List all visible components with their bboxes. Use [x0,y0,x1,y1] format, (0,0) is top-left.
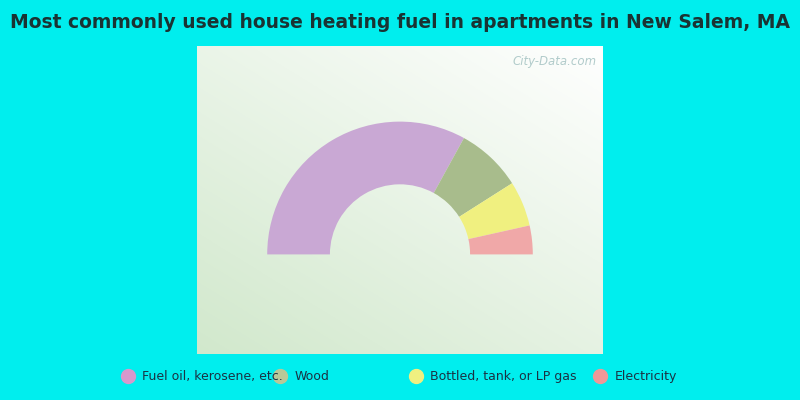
Wedge shape [434,138,512,217]
Text: Most commonly used house heating fuel in apartments in New Salem, MA: Most commonly used house heating fuel in… [10,14,790,32]
Text: Fuel oil, kerosene, etc.: Fuel oil, kerosene, etc. [142,370,283,382]
Wedge shape [459,183,530,239]
Text: Wood: Wood [294,370,330,382]
Text: Bottled, tank, or LP gas: Bottled, tank, or LP gas [430,370,577,382]
Wedge shape [267,122,464,254]
Text: Electricity: Electricity [614,370,677,382]
Wedge shape [468,226,533,254]
Text: City-Data.com: City-Data.com [513,55,597,68]
